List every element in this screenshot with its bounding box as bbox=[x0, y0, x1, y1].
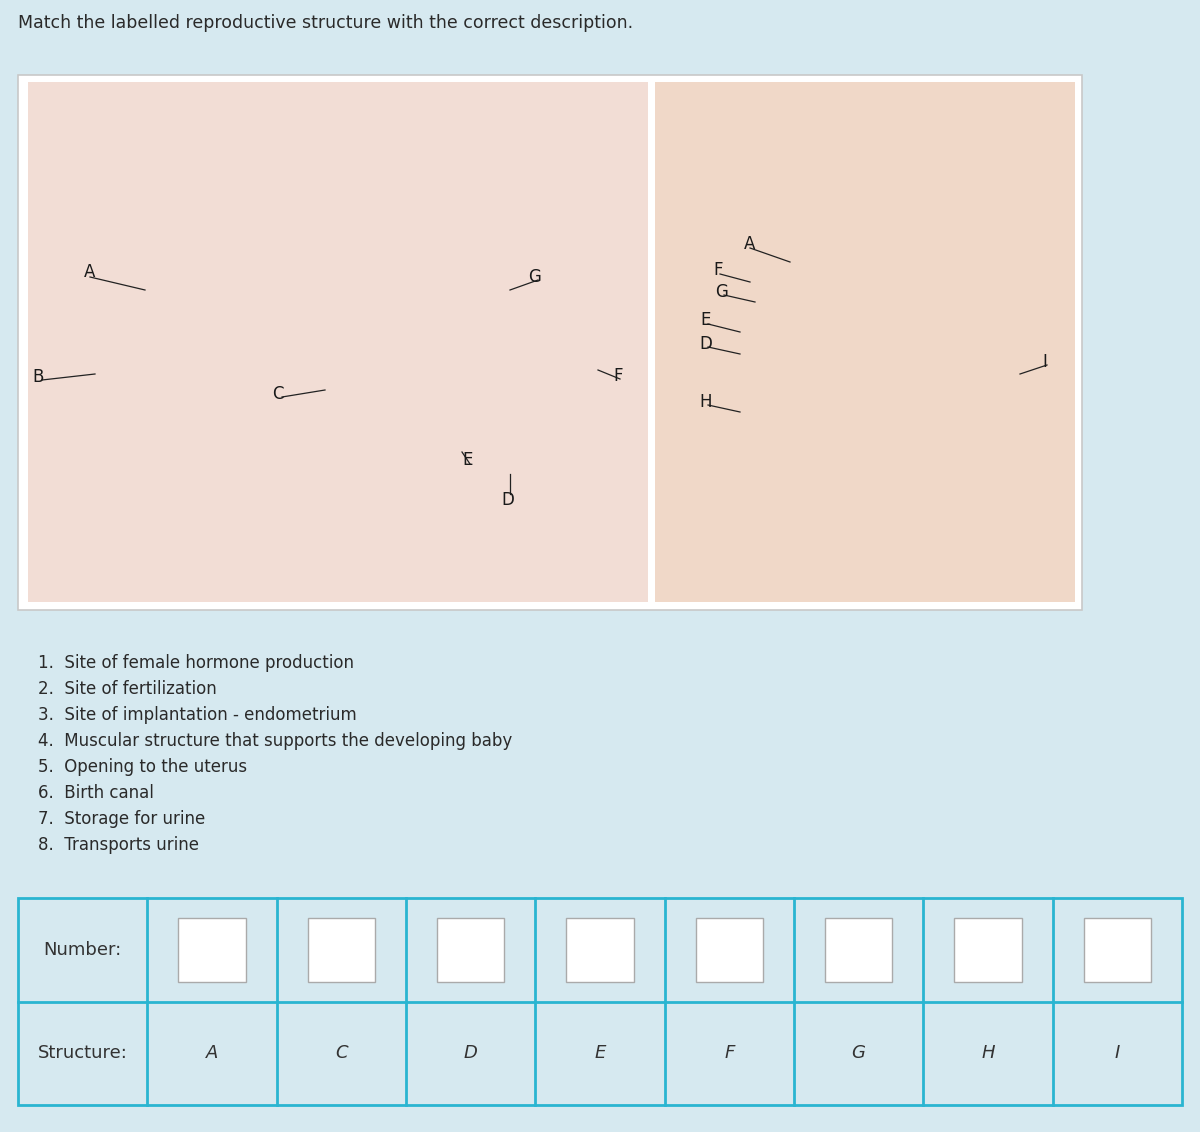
Text: 4.  Muscular structure that supports the developing baby: 4. Muscular structure that supports the … bbox=[38, 732, 512, 751]
Bar bbox=[28, 82, 648, 602]
Bar bbox=[566, 918, 634, 981]
Bar bbox=[307, 918, 374, 981]
Text: 5.  Opening to the uterus: 5. Opening to the uterus bbox=[38, 758, 247, 777]
Text: A: A bbox=[84, 263, 96, 281]
Text: E: E bbox=[701, 311, 712, 329]
Text: I: I bbox=[1115, 1044, 1120, 1062]
Bar bbox=[18, 75, 1082, 610]
Text: 3.  Site of implantation - endometrium: 3. Site of implantation - endometrium bbox=[38, 706, 356, 724]
Bar bbox=[655, 82, 1075, 602]
Text: D: D bbox=[502, 491, 515, 509]
Text: 6.  Birth canal: 6. Birth canal bbox=[38, 784, 154, 801]
Text: D: D bbox=[700, 335, 713, 353]
Bar bbox=[437, 918, 504, 981]
Text: 2.  Site of fertilization: 2. Site of fertilization bbox=[38, 680, 217, 698]
Text: 8.  Transports urine: 8. Transports urine bbox=[38, 837, 199, 854]
Text: G: G bbox=[528, 268, 541, 286]
Text: H: H bbox=[982, 1044, 995, 1062]
Text: Match the labelled reproductive structure with the correct description.: Match the labelled reproductive structur… bbox=[18, 14, 634, 32]
Bar bbox=[1084, 918, 1151, 981]
Text: C: C bbox=[335, 1044, 348, 1062]
Text: D: D bbox=[463, 1044, 478, 1062]
Text: B: B bbox=[32, 368, 43, 386]
Text: E: E bbox=[463, 451, 473, 469]
Text: G: G bbox=[852, 1044, 865, 1062]
Text: C: C bbox=[272, 385, 283, 403]
Bar bbox=[696, 918, 763, 981]
Bar bbox=[954, 918, 1021, 981]
Bar bbox=[179, 918, 246, 981]
Text: G: G bbox=[715, 283, 728, 301]
Bar bbox=[826, 918, 893, 981]
Text: Number:: Number: bbox=[43, 941, 121, 959]
Text: 7.  Storage for urine: 7. Storage for urine bbox=[38, 811, 205, 827]
Bar bbox=[18, 898, 1182, 1105]
Text: H: H bbox=[700, 393, 713, 411]
Text: A: A bbox=[744, 235, 756, 252]
Text: F: F bbox=[713, 261, 722, 278]
Text: Structure:: Structure: bbox=[37, 1044, 127, 1062]
Text: I: I bbox=[1043, 353, 1048, 371]
Text: F: F bbox=[724, 1044, 734, 1062]
Text: F: F bbox=[613, 367, 623, 385]
Text: E: E bbox=[594, 1044, 606, 1062]
Text: 1.  Site of female hormone production: 1. Site of female hormone production bbox=[38, 654, 354, 672]
Text: A: A bbox=[206, 1044, 218, 1062]
